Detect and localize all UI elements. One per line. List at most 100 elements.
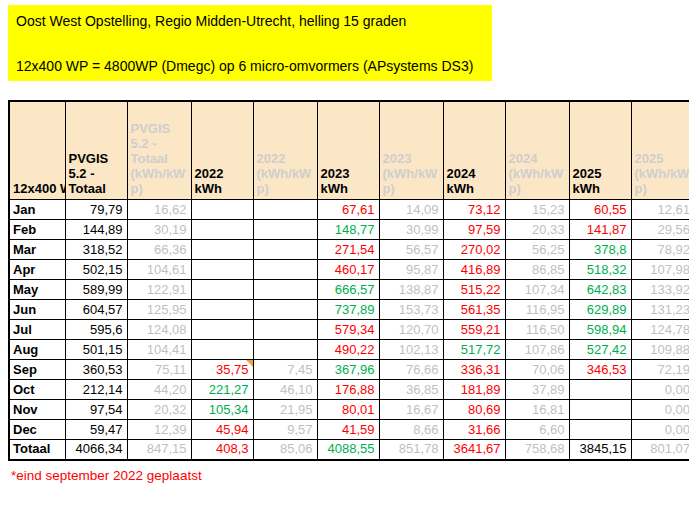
cell-oct-2024-kwhkwp[interactable]: 37,89 [505, 380, 569, 400]
column-header-2025-kwh[interactable]: 2025 kWh [569, 101, 631, 200]
cell-may-2023-kwhkwp[interactable]: 138,87 [379, 280, 443, 300]
cell-jan-2025-kwhkwp[interactable]: 12,61 [631, 200, 689, 220]
row-label-nov[interactable]: Nov [9, 400, 65, 420]
cell-jun-2025-kwhkwp[interactable]: 131,23 [631, 300, 689, 320]
cell-feb-2025-kwh[interactable]: 141,87 [569, 220, 631, 240]
cell-sep-2025-kwhkwp[interactable]: 72,19 [631, 360, 689, 380]
cell-aug-2025-kwh[interactable]: 527,42 [569, 340, 631, 360]
cell-feb-pvgis-totaal[interactable]: 144,89 [65, 220, 127, 240]
cell-mar-2024-kwh[interactable]: 270,02 [443, 240, 505, 260]
column-header-2022-kwh[interactable]: 2022 kWh [191, 101, 253, 200]
cell-jun-2022-kwhkwp[interactable] [253, 300, 317, 320]
cell-sep-2022-kwh[interactable]: 35,75 [191, 360, 253, 380]
cell-jan-2024-kwh[interactable]: 73,12 [443, 200, 505, 220]
cell-apr-2024-kwhkwp[interactable]: 86,85 [505, 260, 569, 280]
cell-aug-pvgis-totaal[interactable]: 501,15 [65, 340, 127, 360]
cell-totaal-2024-kwh[interactable]: 3641,67 [443, 440, 505, 460]
cell-dec-2024-kwh[interactable]: 31,66 [443, 420, 505, 440]
row-label-jun[interactable]: Jun [9, 300, 65, 320]
cell-dec-2023-kwh[interactable]: 41,59 [317, 420, 379, 440]
cell-feb-2022-kwhkwp[interactable] [253, 220, 317, 240]
cell-totaal-2025-kwh[interactable]: 3845,15 [569, 440, 631, 460]
cell-feb-2023-kwh[interactable]: 148,77 [317, 220, 379, 240]
cell-oct-2023-kwhkwp[interactable]: 36,85 [379, 380, 443, 400]
cell-jan-pvgis-kwhkwp[interactable]: 16,62 [127, 200, 191, 220]
cell-mar-2022-kwhkwp[interactable] [253, 240, 317, 260]
cell-feb-2023-kwhkwp[interactable]: 30,99 [379, 220, 443, 240]
cell-totaal-2022-kwhkwp[interactable]: 85,06 [253, 440, 317, 460]
cell-jul-2025-kwhkwp[interactable]: 124,78 [631, 320, 689, 340]
column-header-2023-kwh[interactable]: 2023 kWh [317, 101, 379, 200]
cell-jun-pvgis-kwhkwp[interactable]: 125,95 [127, 300, 191, 320]
cell-jun-2024-kwhkwp[interactable]: 116,95 [505, 300, 569, 320]
cell-feb-2024-kwhkwp[interactable]: 20,33 [505, 220, 569, 240]
cell-may-2024-kwh[interactable]: 515,22 [443, 280, 505, 300]
cell-apr-2023-kwhkwp[interactable]: 95,87 [379, 260, 443, 280]
cell-nov-2022-kwh[interactable]: 105,34 [191, 400, 253, 420]
cell-may-2024-kwhkwp[interactable]: 107,34 [505, 280, 569, 300]
cell-jan-2025-kwh[interactable]: 60,55 [569, 200, 631, 220]
cell-jun-2022-kwh[interactable] [191, 300, 253, 320]
cell-oct-2025-kwh[interactable] [569, 380, 631, 400]
cell-aug-2024-kwhkwp[interactable]: 107,86 [505, 340, 569, 360]
cell-apr-pvgis-kwhkwp[interactable]: 104,61 [127, 260, 191, 280]
cell-jul-2023-kwhkwp[interactable]: 120,70 [379, 320, 443, 340]
cell-dec-pvgis-kwhkwp[interactable]: 12,39 [127, 420, 191, 440]
cell-jul-2022-kwhkwp[interactable] [253, 320, 317, 340]
row-label-aug[interactable]: Aug [9, 340, 65, 360]
cell-jul-2023-kwh[interactable]: 579,34 [317, 320, 379, 340]
cell-oct-2023-kwh[interactable]: 176,88 [317, 380, 379, 400]
cell-dec-2023-kwhkwp[interactable]: 8,66 [379, 420, 443, 440]
cell-jun-2023-kwhkwp[interactable]: 153,73 [379, 300, 443, 320]
cell-mar-2025-kwh[interactable]: 378,8 [569, 240, 631, 260]
cell-jul-2022-kwh[interactable] [191, 320, 253, 340]
cell-aug-2022-kwh[interactable] [191, 340, 253, 360]
column-header-2025-kwhkwp[interactable]: 2025 (kWh/kWp) [631, 101, 689, 200]
cell-jan-2023-kwh[interactable]: 67,61 [317, 200, 379, 220]
cell-jan-2024-kwhkwp[interactable]: 15,23 [505, 200, 569, 220]
cell-nov-2023-kwhkwp[interactable]: 16,67 [379, 400, 443, 420]
cell-jul-2024-kwhkwp[interactable]: 116,50 [505, 320, 569, 340]
cell-feb-2024-kwh[interactable]: 97,59 [443, 220, 505, 240]
cell-aug-2022-kwhkwp[interactable] [253, 340, 317, 360]
cell-dec-pvgis-totaal[interactable]: 59,47 [65, 420, 127, 440]
cell-aug-2023-kwh[interactable]: 490,22 [317, 340, 379, 360]
cell-aug-pvgis-kwhkwp[interactable]: 104,41 [127, 340, 191, 360]
cell-feb-2025-kwhkwp[interactable]: 29,56 [631, 220, 689, 240]
cell-apr-2025-kwhkwp[interactable]: 107,98 [631, 260, 689, 280]
cell-totaal-2023-kwh[interactable]: 4088,55 [317, 440, 379, 460]
cell-jun-pvgis-totaal[interactable]: 604,57 [65, 300, 127, 320]
cell-jan-2022-kwhkwp[interactable] [253, 200, 317, 220]
cell-sep-2023-kwh[interactable]: 367,96 [317, 360, 379, 380]
cell-dec-2022-kwh[interactable]: 45,94 [191, 420, 253, 440]
cell-dec-2025-kwh[interactable] [569, 420, 631, 440]
row-label-dec[interactable]: Dec [9, 420, 65, 440]
cell-apr-pvgis-totaal[interactable]: 502,15 [65, 260, 127, 280]
cell-jan-2022-kwh[interactable] [191, 200, 253, 220]
cell-sep-2024-kwhkwp[interactable]: 70,06 [505, 360, 569, 380]
column-header-2023-kwhkwp[interactable]: 2023 (kWh/kWp) [379, 101, 443, 200]
cell-totaal-2023-kwhkwp[interactable]: 851,78 [379, 440, 443, 460]
cell-jul-2024-kwh[interactable]: 559,21 [443, 320, 505, 340]
cell-oct-pvgis-totaal[interactable]: 212,14 [65, 380, 127, 400]
row-label-may[interactable]: May [9, 280, 65, 300]
cell-apr-2022-kwhkwp[interactable] [253, 260, 317, 280]
column-header-2024-kwh[interactable]: 2024 kWh [443, 101, 505, 200]
cell-sep-pvgis-totaal[interactable]: 360,53 [65, 360, 127, 380]
cell-jul-2025-kwh[interactable]: 598,94 [569, 320, 631, 340]
cell-feb-pvgis-kwhkwp[interactable]: 30,19 [127, 220, 191, 240]
cell-nov-2022-kwhkwp[interactable]: 21,95 [253, 400, 317, 420]
row-label-apr[interactable]: Apr [9, 260, 65, 280]
cell-jun-2024-kwh[interactable]: 561,35 [443, 300, 505, 320]
cell-nov-2025-kwh[interactable] [569, 400, 631, 420]
cell-sep-2022-kwhkwp[interactable]: 7,45 [253, 360, 317, 380]
cell-nov-pvgis-kwhkwp[interactable]: 20,32 [127, 400, 191, 420]
cell-totaal-2024-kwhkwp[interactable]: 758,68 [505, 440, 569, 460]
cell-dec-2024-kwhkwp[interactable]: 6,60 [505, 420, 569, 440]
cell-totaal-pvgis-totaal[interactable]: 4066,34 [65, 440, 127, 460]
cell-nov-2024-kwhkwp[interactable]: 16,81 [505, 400, 569, 420]
cell-may-pvgis-totaal[interactable]: 589,99 [65, 280, 127, 300]
cell-mar-2023-kwh[interactable]: 271,54 [317, 240, 379, 260]
cell-aug-2025-kwhkwp[interactable]: 109,88 [631, 340, 689, 360]
cell-jul-pvgis-kwhkwp[interactable]: 124,08 [127, 320, 191, 340]
